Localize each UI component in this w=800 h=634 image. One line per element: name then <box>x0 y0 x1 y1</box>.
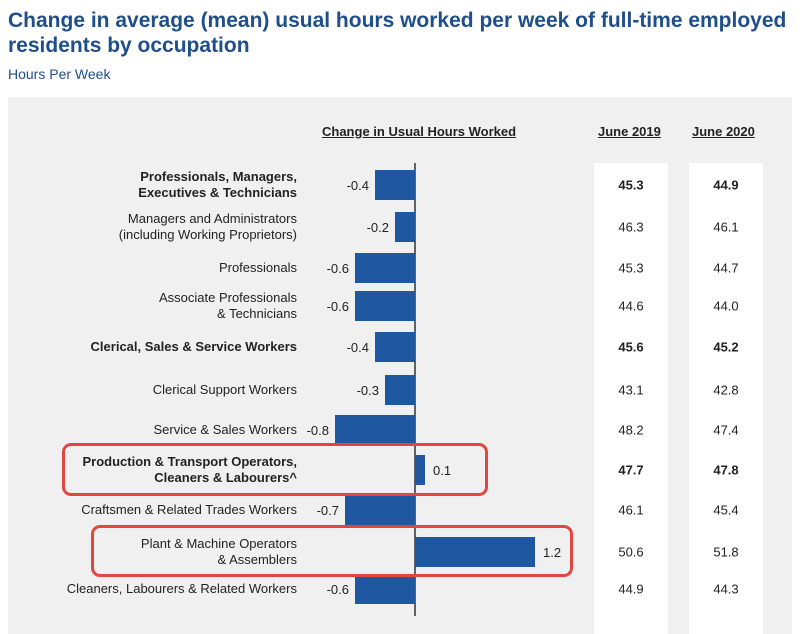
june-2019-value: 46.1 <box>618 502 644 518</box>
june-2020-value: 44.7 <box>713 260 739 276</box>
june-2019-value: 44.6 <box>618 298 644 314</box>
bar-value-label: -0.6 <box>327 299 349 314</box>
bar-value-label: -0.6 <box>327 582 349 597</box>
june-2019-value: 48.2 <box>618 422 644 438</box>
bar <box>355 291 415 321</box>
bar <box>375 332 415 362</box>
june-2020-value: 45.4 <box>713 502 739 518</box>
category-label: Professionals, Managers, Executives & Te… <box>138 169 297 200</box>
bar <box>385 375 415 405</box>
bar <box>415 455 425 485</box>
bar-value-label: -0.4 <box>347 340 369 355</box>
category-label: Professionals <box>218 260 297 275</box>
june-2019-value: 44.9 <box>618 581 644 597</box>
bar-value-label: -0.4 <box>347 178 369 193</box>
bar <box>355 574 415 604</box>
june-2020-value: 51.8 <box>713 544 739 560</box>
june-2019-column <box>594 163 668 634</box>
bar-value-label: -0.3 <box>357 383 379 398</box>
june-2020-value: 44.0 <box>713 298 739 314</box>
chart-title: Change in average (mean) usual hours wor… <box>8 9 787 57</box>
june-2020-value: 44.9 <box>713 177 739 193</box>
category-label: Clerical Support Workers <box>152 382 297 397</box>
june-2020-value: 44.3 <box>713 581 739 597</box>
bar-value-label: 0.1 <box>433 463 451 478</box>
category-label: Production & Transport Operators, Cleane… <box>82 454 297 485</box>
june-2020-value: 47.4 <box>713 422 739 438</box>
category-label: Associate Professionals & Technicians <box>158 290 297 321</box>
june-2019-value: 45.3 <box>618 260 644 276</box>
highlight-box <box>62 443 488 496</box>
chart-subtitle: Hours Per Week <box>8 66 111 82</box>
bar-value-label: -0.8 <box>307 423 329 438</box>
june-2019-value: 43.1 <box>618 382 644 398</box>
category-label: Service & Sales Workers <box>153 422 297 437</box>
june-2020-column <box>689 163 763 634</box>
june-2020-value: 45.2 <box>713 339 739 355</box>
june-2019-value: 45.3 <box>618 177 644 193</box>
june-2020-value: 47.8 <box>713 462 739 478</box>
june-2020-header: June 2020 <box>692 124 755 139</box>
june-2020-value: 46.1 <box>713 219 739 235</box>
category-label: Craftsmen & Related Trades Workers <box>81 502 297 517</box>
bar <box>415 537 535 567</box>
bar-value-label: -0.7 <box>317 503 339 518</box>
bar <box>375 170 415 200</box>
bar-value-label: -0.6 <box>327 261 349 276</box>
bar <box>355 253 415 283</box>
bar <box>345 495 415 525</box>
june-2019-value: 46.3 <box>618 219 644 235</box>
june-2020-value: 42.8 <box>713 382 739 398</box>
bar-value-label: 1.2 <box>543 545 561 560</box>
bar <box>395 212 415 242</box>
highlight-box <box>91 525 573 577</box>
june-2019-value: 50.6 <box>618 544 644 560</box>
category-label: Clerical, Sales & Service Workers <box>90 339 297 354</box>
bar <box>335 415 415 445</box>
change-column-header: Change in Usual Hours Worked <box>322 124 517 139</box>
category-label: Cleaners, Labourers & Related Workers <box>66 581 297 596</box>
category-label: Managers and Administrators (including W… <box>118 211 297 242</box>
june-2019-header: June 2019 <box>598 124 661 139</box>
june-2019-value: 47.7 <box>618 462 644 478</box>
category-label: Plant & Machine Operators & Assemblers <box>140 536 297 567</box>
june-2019-value: 45.6 <box>618 339 644 355</box>
bar-value-label: -0.2 <box>367 220 389 235</box>
